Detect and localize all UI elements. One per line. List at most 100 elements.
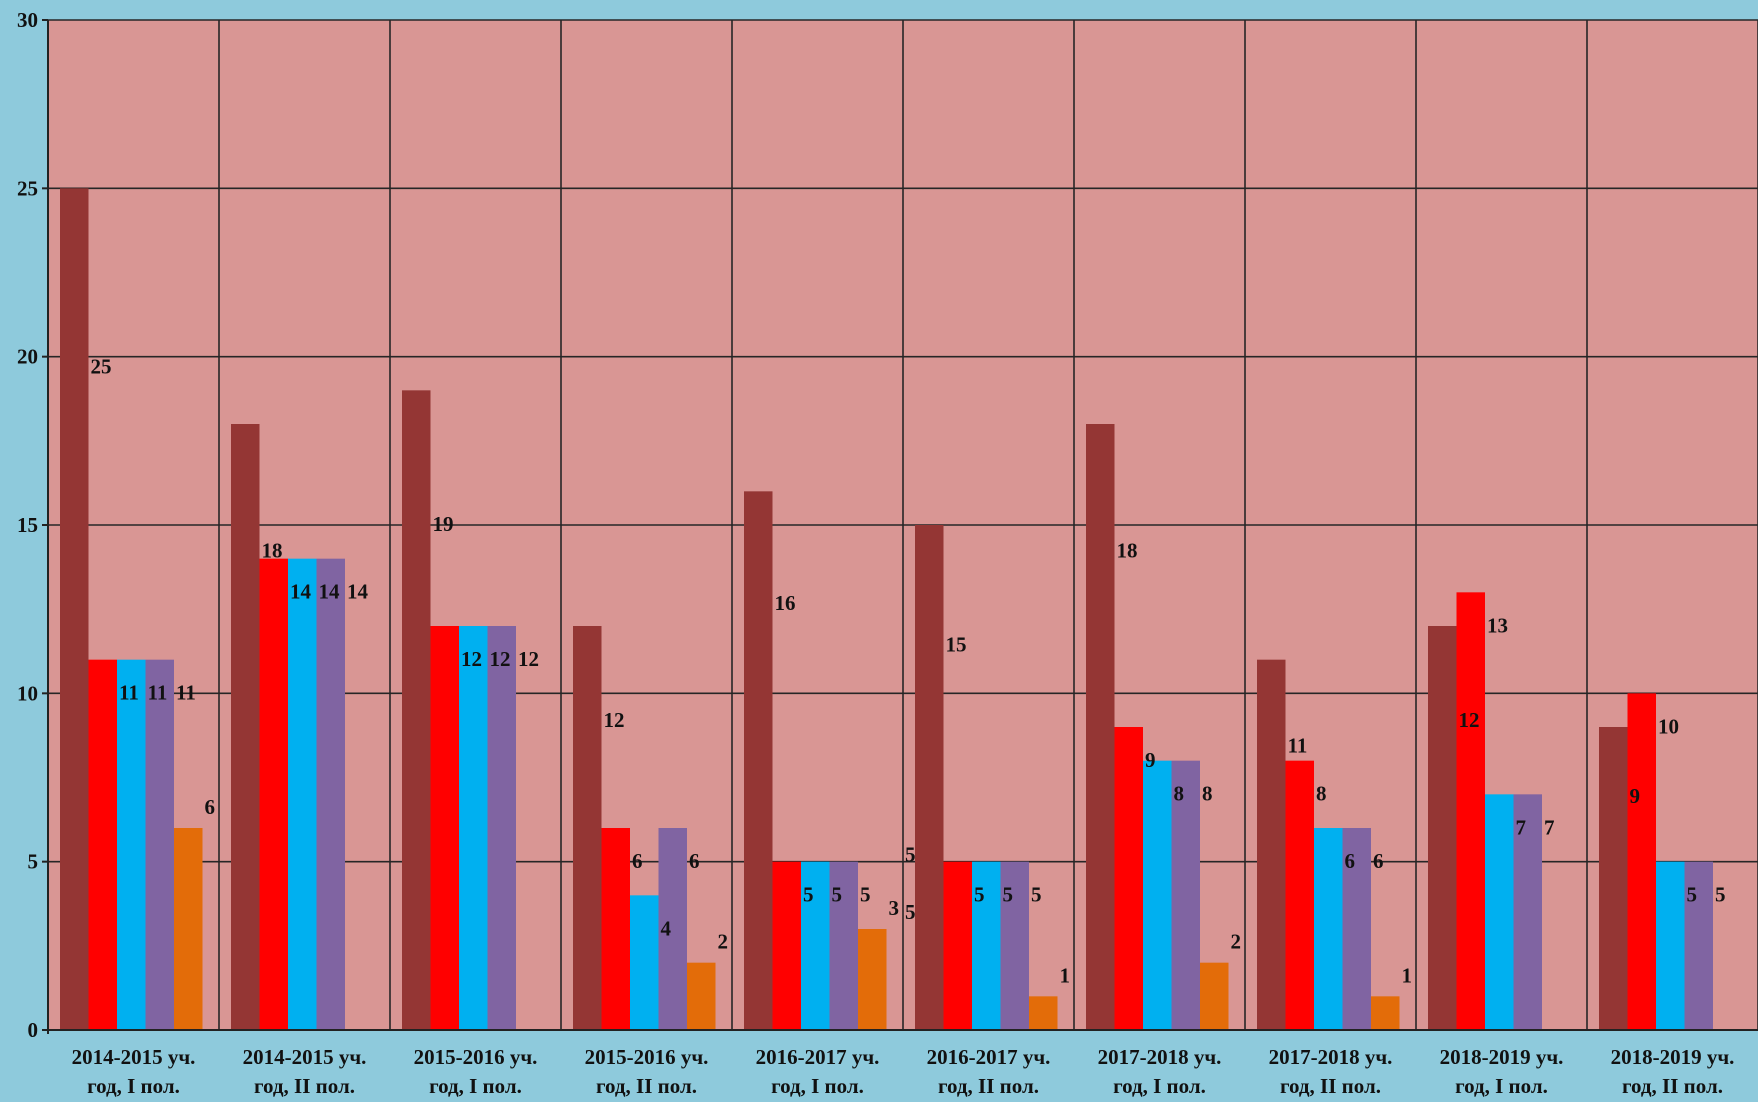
x-category-label: год, I пол. xyxy=(429,1074,522,1098)
bar xyxy=(430,626,459,1030)
data-label: 14 xyxy=(319,580,341,604)
data-label: 5 xyxy=(860,883,871,907)
bar xyxy=(88,659,117,1030)
data-label: 11 xyxy=(148,681,168,705)
data-label: 13 xyxy=(1487,613,1508,637)
bar xyxy=(1428,626,1457,1030)
y-axis-ticks: 0 5 10 15 20 25 30 xyxy=(17,8,48,1042)
y-tick-label: 0 xyxy=(28,1018,39,1042)
bar xyxy=(1599,727,1628,1030)
data-label: 16 xyxy=(775,591,796,615)
x-category-label: 2015-2016 уч. xyxy=(585,1045,709,1069)
bar xyxy=(630,895,659,1030)
data-label: 1 xyxy=(1402,963,1413,987)
data-label: 5 xyxy=(832,883,843,907)
bar xyxy=(829,861,858,1030)
data-label: 6 xyxy=(632,849,643,873)
data-label: 12 xyxy=(490,647,511,671)
bar xyxy=(573,626,602,1030)
y-tick-label: 30 xyxy=(17,8,38,32)
x-category-label: год, II пол. xyxy=(1622,1074,1723,1098)
bar xyxy=(1143,760,1172,1030)
data-label: 8 xyxy=(1202,782,1213,806)
bar xyxy=(1000,861,1029,1030)
data-label: 11 xyxy=(1288,733,1308,757)
bar xyxy=(1257,659,1286,1030)
data-label: 5 xyxy=(905,900,916,924)
bar xyxy=(402,390,431,1030)
y-tick-label: 5 xyxy=(28,850,39,874)
data-label: 12 xyxy=(461,647,482,671)
x-category-label: 2016-2017 уч. xyxy=(927,1045,1051,1069)
x-category-label: год, II пол. xyxy=(254,1074,355,1098)
data-label: 5 xyxy=(974,883,985,907)
x-category-label: 2014-2015 уч. xyxy=(243,1045,367,1069)
x-category-label: год, I пол. xyxy=(87,1074,180,1098)
data-label: 6 xyxy=(689,849,700,873)
data-label: 8 xyxy=(1174,782,1185,806)
bar xyxy=(231,424,260,1030)
bar xyxy=(1114,727,1143,1030)
x-category-label: 2015-2016 уч. xyxy=(414,1045,538,1069)
x-category-label: год, I пол. xyxy=(771,1074,864,1098)
x-category-label: 2014-2015 уч. xyxy=(72,1045,196,1069)
y-tick-label: 10 xyxy=(17,681,38,705)
bar xyxy=(288,558,317,1030)
data-label: 7 xyxy=(1516,815,1527,839)
data-label: 18 xyxy=(1117,538,1138,562)
bar xyxy=(1627,693,1656,1030)
x-category-label: год, I пол. xyxy=(1113,1074,1206,1098)
data-label: 7 xyxy=(1544,815,1555,839)
data-label: 5 xyxy=(1003,883,1014,907)
x-category-label: год, II пол. xyxy=(596,1074,697,1098)
bar xyxy=(487,626,516,1030)
data-label: 5 xyxy=(1715,883,1726,907)
bar xyxy=(60,188,89,1031)
bar xyxy=(858,929,887,1030)
data-label: 12 xyxy=(1459,708,1480,732)
bar xyxy=(1029,996,1058,1030)
bar xyxy=(744,491,773,1030)
x-category-label: 2018-2019 уч. xyxy=(1440,1045,1564,1069)
data-label: 3 xyxy=(889,896,900,920)
bar xyxy=(687,962,716,1030)
bar xyxy=(1684,861,1713,1030)
bar xyxy=(1086,424,1115,1030)
x-category-label: 2017-2018 уч. xyxy=(1269,1045,1393,1069)
bar xyxy=(1342,828,1371,1030)
bar xyxy=(174,828,203,1030)
x-category-label: 2016-2017 уч. xyxy=(756,1045,880,1069)
bar xyxy=(1314,828,1343,1030)
x-category-label: год, I пол. xyxy=(1455,1074,1548,1098)
bars xyxy=(60,188,1713,1031)
bar xyxy=(658,828,687,1030)
bar xyxy=(459,626,488,1030)
data-label: 14 xyxy=(347,580,369,604)
data-label: 5 xyxy=(1687,883,1698,907)
data-label: 9 xyxy=(1145,748,1156,772)
data-label: 4 xyxy=(661,916,672,940)
bar xyxy=(1513,794,1542,1030)
data-label: 19 xyxy=(433,512,454,536)
data-label: 5 xyxy=(905,843,916,867)
data-label: 11 xyxy=(176,681,196,705)
bar xyxy=(259,558,288,1030)
bar xyxy=(117,659,146,1030)
bar xyxy=(1285,760,1314,1030)
data-label: 1 xyxy=(1060,963,1071,987)
data-label: 10 xyxy=(1658,714,1679,738)
bar xyxy=(316,558,345,1030)
data-label: 6 xyxy=(1373,849,1384,873)
data-label: 5 xyxy=(1031,883,1042,907)
data-label: 2 xyxy=(718,930,729,954)
bar xyxy=(772,861,801,1030)
y-tick-label: 20 xyxy=(17,345,38,369)
y-tick-label: 25 xyxy=(17,176,38,200)
bar xyxy=(1485,794,1514,1030)
bar xyxy=(801,861,830,1030)
data-label: 12 xyxy=(604,708,625,732)
data-label: 25 xyxy=(91,355,112,379)
x-category-label: 2017-2018 уч. xyxy=(1098,1045,1222,1069)
